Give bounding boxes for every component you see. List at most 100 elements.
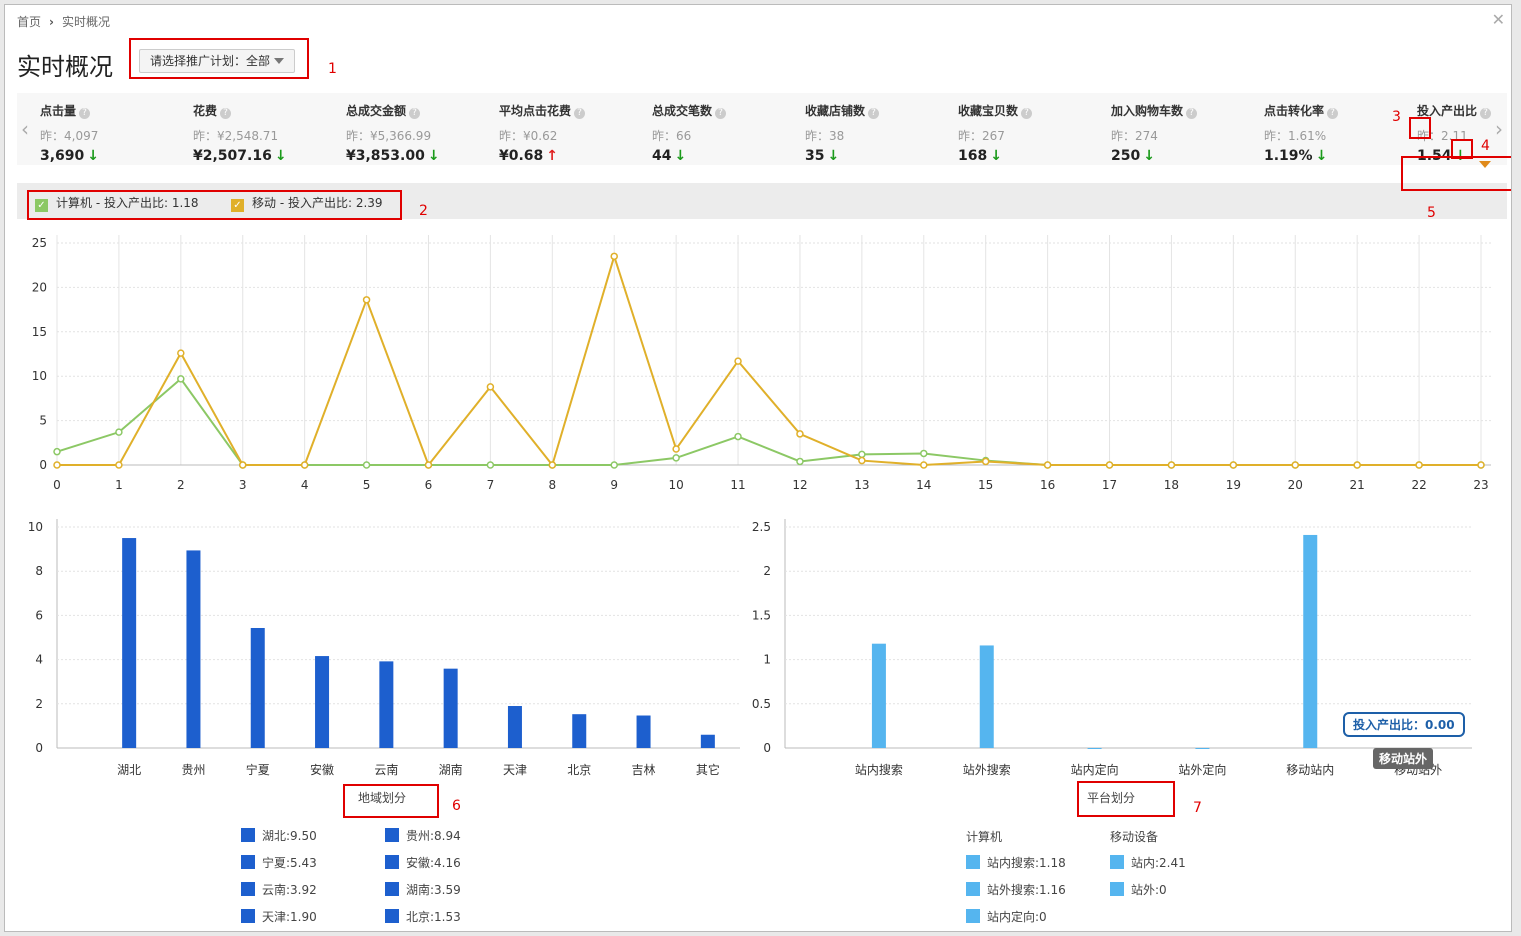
data-point[interactable]: [858, 450, 866, 459]
next-arrow-icon[interactable]: ›: [1495, 117, 1503, 141]
region-legend-item[interactable]: 云南:3.92: [241, 881, 317, 898]
region-legend-item[interactable]: 天津:1.90: [241, 908, 317, 925]
breadcrumb-home[interactable]: 首页: [17, 15, 42, 29]
help-icon[interactable]: ?: [1480, 108, 1492, 119]
help-icon[interactable]: ?: [1186, 108, 1198, 119]
computer-legend-item[interactable]: 站内搜索:1.18: [966, 854, 1066, 871]
help-icon[interactable]: ?: [1327, 108, 1339, 119]
data-point[interactable]: [858, 456, 866, 465]
x-tick-label: 21: [1350, 478, 1365, 492]
metric-card[interactable]: 点击量? 昨：4,097 3,690 ↓: [40, 102, 190, 164]
help-icon[interactable]: ?: [79, 108, 91, 119]
metric-card[interactable]: 收藏宝贝数? 昨：267 168 ↓: [958, 102, 1108, 164]
data-point[interactable]: [672, 454, 680, 462]
data-point[interactable]: [177, 375, 185, 383]
data-point[interactable]: [920, 461, 928, 469]
help-icon[interactable]: ?: [409, 108, 421, 119]
region-legend-item[interactable]: 湖南:3.59: [385, 881, 461, 898]
metric-card[interactable]: 总成交金额? 昨：¥5,366.99 ¥3,853.00 ↓: [346, 102, 496, 164]
y-tick-label: 5: [39, 414, 47, 428]
data-point[interactable]: [610, 252, 618, 261]
category-label: 安徽: [310, 762, 334, 777]
data-point[interactable]: [734, 357, 742, 365]
data-point[interactable]: [1291, 461, 1300, 469]
metric-card[interactable]: 平均点击花费? 昨：¥0.62 ¥0.68 ↑: [499, 102, 649, 164]
data-point[interactable]: [362, 461, 371, 469]
data-point[interactable]: [796, 430, 804, 438]
bar[interactable]: [507, 706, 522, 748]
data-point[interactable]: [1353, 461, 1361, 469]
data-point[interactable]: [1477, 461, 1485, 469]
bar[interactable]: [250, 627, 265, 748]
mobile-legend-item[interactable]: 站外:0: [1110, 881, 1167, 898]
computer-legend-item[interactable]: 站内定向:0: [966, 908, 1047, 925]
computer-legend-item[interactable]: 站外搜索:1.16: [966, 881, 1066, 898]
arrow-down-icon: ↓: [427, 148, 440, 164]
bar[interactable]: [871, 643, 886, 748]
annotation-number-1: 1: [328, 61, 337, 77]
checkbox-checked-icon[interactable]: ✓: [35, 199, 48, 212]
metric-card[interactable]: 加入购物车数? 昨：274 250 ↓: [1111, 102, 1261, 164]
data-point[interactable]: [920, 449, 928, 458]
data-point[interactable]: [1043, 461, 1052, 469]
metric-card[interactable]: 花费? 昨：¥2,548.71 ¥2,507.16 ↓: [193, 102, 343, 164]
legend-item-computer[interactable]: ✓ 计算机 - 投入产出比: 1.18: [35, 194, 199, 212]
help-icon[interactable]: ?: [1021, 108, 1033, 119]
bar[interactable]: [572, 714, 587, 748]
metric-card[interactable]: 收藏店铺数? 昨：38 35 ↓: [805, 102, 955, 164]
data-point[interactable]: [115, 428, 123, 436]
data-point[interactable]: [734, 432, 742, 441]
data-point[interactable]: [362, 296, 371, 304]
y-tick-label: 1.5: [752, 608, 771, 622]
help-icon[interactable]: ?: [574, 108, 586, 119]
checkbox-checked-icon[interactable]: ✓: [231, 199, 244, 212]
bar[interactable]: [1195, 748, 1210, 749]
region-legend-item[interactable]: 北京:1.53: [385, 908, 461, 925]
region-legend-item[interactable]: 湖北:9.50: [241, 827, 317, 844]
bar[interactable]: [315, 656, 330, 748]
mobile-legend-item[interactable]: 站内:2.41: [1110, 854, 1186, 871]
help-icon[interactable]: ?: [715, 108, 727, 119]
bar[interactable]: [636, 715, 651, 748]
bar[interactable]: [979, 645, 994, 748]
data-point[interactable]: [486, 383, 495, 391]
data-point[interactable]: [1105, 461, 1114, 469]
data-point[interactable]: [486, 461, 495, 469]
expand-triangle-icon[interactable]: [1479, 161, 1491, 168]
region-legend-item[interactable]: 宁夏:5.43: [241, 854, 317, 871]
data-point[interactable]: [610, 461, 618, 469]
data-point[interactable]: [53, 461, 61, 469]
data-point[interactable]: [981, 457, 990, 466]
close-icon[interactable]: ✕: [1491, 10, 1505, 29]
help-icon[interactable]: ?: [220, 108, 232, 119]
bar[interactable]: [1087, 748, 1102, 749]
data-point[interactable]: [672, 445, 680, 453]
prev-arrow-icon[interactable]: ‹: [21, 117, 29, 141]
metric-card[interactable]: 总成交笔数? 昨：66 44 ↓: [652, 102, 802, 164]
legend-item-mobile[interactable]: ✓ 移动 - 投入产出比: 2.39: [231, 194, 383, 212]
bar[interactable]: [186, 550, 201, 748]
data-point[interactable]: [1167, 461, 1176, 469]
data-point[interactable]: [115, 461, 123, 469]
data-point[interactable]: [1229, 461, 1238, 469]
data-point[interactable]: [548, 461, 557, 469]
data-point[interactable]: [300, 461, 309, 469]
data-point[interactable]: [177, 349, 185, 357]
bar[interactable]: [443, 668, 458, 748]
bar[interactable]: [1303, 534, 1318, 748]
region-legend-item[interactable]: 贵州:8.94: [385, 827, 461, 844]
bar[interactable]: [122, 538, 137, 748]
data-point[interactable]: [238, 461, 247, 469]
bar[interactable]: [379, 661, 394, 748]
plan-select[interactable]: 请选择推广计划：全部: [139, 49, 296, 73]
data-point[interactable]: [796, 457, 804, 466]
bar[interactable]: [700, 734, 715, 748]
metric-card[interactable]: 点击转化率? 昨：1.61% 1.19% ↓: [1264, 102, 1414, 164]
data-point[interactable]: [1415, 461, 1423, 469]
data-point[interactable]: [53, 447, 61, 456]
metric-name: 点击量: [40, 104, 77, 118]
data-point[interactable]: [424, 461, 433, 469]
help-icon[interactable]: ?: [868, 108, 880, 119]
region-legend-item[interactable]: 安徽:4.16: [385, 854, 461, 871]
